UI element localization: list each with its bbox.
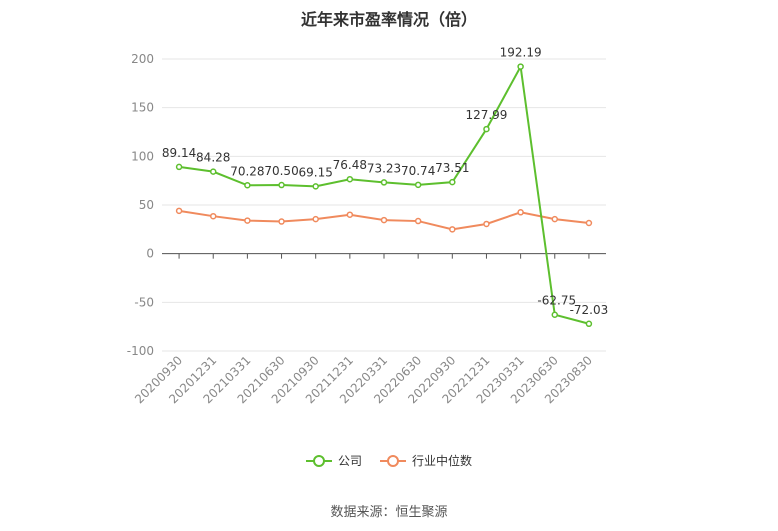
data-point-1 [346,211,354,218]
data-label: -62.75 [537,294,576,308]
data-label: -72.03 [570,303,609,317]
data-point-0 [209,168,217,175]
legend-label-industry-median: 行业中位数 [412,454,473,468]
data-point-0 [585,320,593,328]
legend-swatch-industry-median [380,454,406,468]
data-point-0 [278,181,285,189]
y-tick-labels: 200 150 100 50 0 -50 -100 [127,52,154,358]
legend-item-company[interactable]: 公司 [305,452,362,469]
data-point-1 [414,217,422,225]
data-point-1 [449,226,456,233]
data-label: 70.28 [230,164,264,178]
legend-item-industry-median[interactable]: 行业中位数 [380,452,472,469]
source-note: 数据来源：恒生聚源 [330,505,448,520]
data-point-0 [380,179,388,186]
data-label: 69.15 [299,165,333,179]
chart-title: 近年来市盈率情况（倍） [300,10,477,29]
legend-swatch-company [305,454,332,468]
data-point-0 [414,181,422,189]
data-point-0 [312,183,319,190]
data-point-1 [551,215,559,223]
y-tick-label: -50 [134,295,154,309]
data-point-0 [517,63,524,70]
data-label: 73.23 [367,161,401,175]
data-label: 84.28 [196,151,230,165]
y-tick-label: 50 [139,198,154,212]
data-label: 192.19 [500,46,542,60]
data-label: 70.74 [401,164,435,178]
y-tick-label: 100 [131,149,154,163]
line-chart: 200 150 100 50 0 -50 -100 20200930202012312021… [127,46,609,407]
data-point-1 [175,207,183,215]
data-point-1 [209,212,217,220]
x-axis [162,253,606,259]
series-line-0 [178,63,590,325]
y-tick-label: 0 [146,247,154,261]
x-tick-labels: 2020093020201231202103312021063020210930… [132,353,595,406]
data-label: 127.99 [465,108,507,122]
data-label: 73.51 [435,161,469,175]
data-point-1 [483,220,490,228]
data-label: 70.50 [264,164,298,178]
data-point-1 [278,218,285,225]
data-point-1 [380,216,388,224]
data-point-1 [517,209,524,216]
y-tick-label: 200 [131,52,154,66]
data-point-1 [585,219,593,227]
y-tick-label: 150 [131,101,154,115]
data-point-0 [449,178,456,186]
data-point-0 [175,163,183,171]
data-point-0 [346,175,354,183]
legend: 公司 行业中位数 [0,452,778,469]
data-point-0 [551,311,559,318]
series-lines [175,63,593,328]
data-point-0 [483,125,490,133]
data-label: 76.48 [333,158,367,172]
data-point-1 [312,215,319,223]
data-label: 89.14 [162,146,196,160]
legend-label-company: 公司 [337,454,362,468]
y-tick-label: -100 [127,344,154,358]
data-point-1 [244,217,251,224]
data-point-0 [244,182,251,189]
